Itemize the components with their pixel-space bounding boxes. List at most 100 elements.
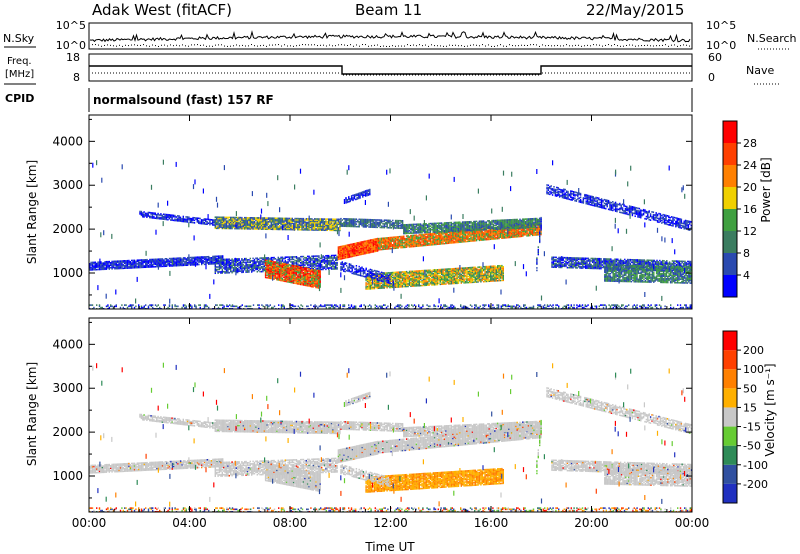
power-cell — [277, 228, 279, 231]
power-cell — [436, 236, 439, 238]
power-cell — [329, 259, 331, 262]
power-cell — [386, 224, 388, 227]
power-cell — [147, 261, 150, 263]
power-cell — [248, 263, 250, 266]
power-cell — [343, 247, 345, 250]
power-cell — [287, 278, 289, 281]
power-cell — [354, 245, 356, 247]
power-cell — [383, 239, 385, 242]
power-cell — [292, 276, 295, 278]
power-cell — [323, 257, 326, 260]
power-cell — [400, 245, 402, 248]
power-cell — [411, 226, 413, 228]
power-cell — [481, 238, 483, 240]
power-cell — [492, 233, 495, 235]
power-cell — [477, 235, 479, 238]
power-cell — [132, 264, 134, 267]
power-cell — [125, 262, 127, 265]
nsearch-point — [269, 44, 270, 46]
power-cell — [308, 222, 310, 225]
power-cell — [245, 219, 247, 222]
power-cell — [305, 224, 307, 226]
power-cell — [362, 250, 365, 253]
power-cell — [292, 279, 295, 282]
power-cell — [316, 279, 319, 282]
power-cell — [393, 223, 395, 226]
nsearch-point — [281, 45, 282, 47]
power-cell — [237, 222, 239, 225]
power-cell — [394, 238, 397, 241]
power-cell — [133, 260, 136, 263]
power-cell — [482, 237, 485, 240]
power-cell — [400, 240, 402, 243]
power-cell — [454, 231, 457, 234]
power-cell — [258, 220, 260, 223]
power-cell — [177, 257, 179, 260]
power-cell — [316, 229, 319, 231]
power-cell — [293, 222, 295, 225]
power-cell — [330, 265, 333, 268]
nsearch-point — [326, 45, 327, 47]
power-cell — [284, 218, 286, 221]
power-cell — [213, 220, 215, 223]
power-cell — [287, 276, 289, 278]
power-cell — [376, 242, 379, 245]
power-cell — [308, 274, 310, 276]
power-cell — [502, 229, 504, 232]
power-cell — [435, 232, 437, 235]
power-cell — [316, 257, 319, 260]
nsearch-point — [476, 44, 477, 46]
power-cell — [142, 264, 144, 266]
power-cell — [425, 243, 427, 245]
power-cell — [227, 269, 229, 272]
power-cell — [400, 239, 402, 242]
power-cell — [408, 239, 411, 242]
power-cell — [264, 270, 267, 273]
power-cell — [251, 220, 253, 223]
power-cell — [405, 243, 408, 246]
power-cell — [326, 264, 328, 267]
power-cell — [147, 266, 150, 268]
power-cell — [249, 228, 251, 230]
power-cell — [164, 213, 166, 216]
power-cell — [537, 225, 539, 227]
power-cell — [281, 271, 284, 273]
power-cell — [301, 255, 303, 258]
power-cell — [304, 279, 306, 282]
power-cell — [273, 223, 275, 226]
power-cell — [298, 275, 300, 278]
power-cell — [421, 243, 423, 246]
power-cell — [284, 217, 286, 220]
power-cell — [227, 272, 229, 274]
power-cell — [305, 274, 307, 277]
power-cell — [232, 269, 235, 271]
power-cell — [457, 235, 460, 237]
power-cell — [178, 217, 180, 220]
power-cell — [305, 273, 307, 276]
power-cell — [440, 241, 443, 244]
power-cell — [377, 249, 380, 251]
power-cell — [100, 262, 102, 265]
power-cell — [492, 230, 495, 233]
power-cell — [347, 221, 349, 224]
power-cell — [323, 262, 326, 265]
power-cell — [314, 218, 316, 220]
power-cell — [202, 262, 204, 264]
power-cell — [415, 230, 418, 233]
power-cell — [255, 257, 257, 260]
station-title: Adak West (fitACF) — [92, 1, 232, 19]
power-cell — [270, 266, 272, 269]
power-cell — [170, 219, 172, 221]
power-cell — [285, 273, 288, 276]
power-cell — [263, 218, 265, 221]
power-cell — [288, 260, 291, 262]
power-cell — [357, 243, 359, 245]
power-cell — [101, 263, 103, 266]
power-cell — [166, 261, 168, 264]
power-cell — [467, 239, 469, 241]
power-cell — [449, 237, 451, 239]
power-cell — [436, 243, 439, 246]
power-cell — [198, 260, 200, 262]
power-cell — [174, 263, 176, 266]
power-cell — [353, 243, 355, 245]
